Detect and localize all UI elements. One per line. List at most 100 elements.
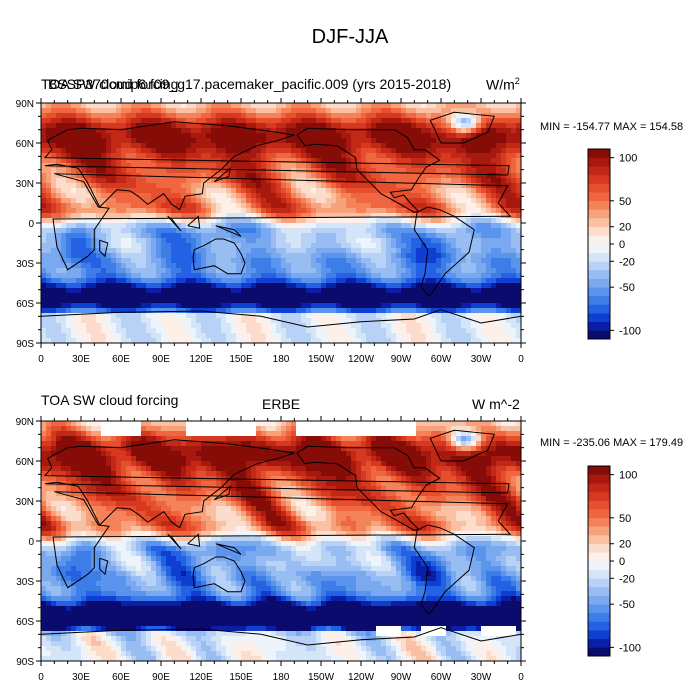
field-cell: [281, 148, 287, 154]
field-cell: [231, 113, 237, 119]
field-cell: [496, 313, 502, 319]
field-cell: [296, 153, 302, 159]
field-cell: [191, 178, 197, 184]
field-cell: [511, 108, 517, 114]
field-cell: [271, 303, 277, 309]
field-cell: [476, 248, 482, 254]
field-cell: [261, 228, 267, 234]
field-cell: [456, 168, 462, 174]
field-cell: [426, 148, 432, 154]
field-cell: [221, 213, 227, 219]
field-cell: [86, 168, 92, 174]
field-cell: [336, 113, 342, 119]
field-cell: [371, 113, 377, 119]
field-cell: [106, 213, 112, 219]
field-cell: [311, 253, 317, 259]
field-cell: [386, 193, 392, 199]
field-cell: [106, 113, 112, 119]
field-cell: [121, 248, 127, 254]
field-cell: [391, 118, 397, 124]
field-cell: [391, 263, 397, 269]
field-cell: [251, 421, 257, 427]
field-cell: [331, 188, 337, 194]
field-cell: [246, 113, 252, 119]
field-cell: [211, 203, 217, 209]
field-cell: [91, 178, 97, 184]
field-cell: [256, 113, 262, 119]
field-cell: [276, 128, 282, 134]
field-cell: [41, 188, 47, 194]
field-cell: [456, 293, 462, 299]
field-cell: [161, 253, 167, 259]
field-cell: [296, 293, 302, 299]
field-cell: [466, 158, 472, 164]
field-cell: [156, 333, 162, 339]
field-cell: [481, 198, 487, 204]
field-cell: [356, 323, 362, 329]
field-cell: [326, 233, 332, 239]
field-cell: [201, 248, 207, 254]
field-cell: [316, 333, 322, 339]
field-cell: [376, 118, 382, 124]
field-cell: [466, 308, 472, 314]
field-cell: [421, 308, 427, 314]
field-cell: [281, 293, 287, 299]
field-cell: [116, 163, 122, 169]
field-cell: [396, 103, 402, 109]
field-cell: [326, 218, 332, 224]
field-cell: [286, 426, 292, 432]
field-cell: [391, 213, 397, 219]
field-cell: [276, 308, 282, 314]
field-cell: [421, 203, 427, 209]
field-cell: [431, 273, 437, 279]
field-cell: [486, 283, 492, 289]
field-cell: [351, 178, 357, 184]
field-cell: [171, 263, 177, 269]
field-cell: [446, 338, 452, 344]
field-cell: [296, 278, 302, 284]
field-cell: [181, 263, 187, 269]
field-cell: [416, 228, 422, 234]
field-cell: [176, 123, 182, 129]
field-cell: [191, 163, 197, 169]
field-cell: [506, 183, 512, 189]
field-cell: [376, 283, 382, 289]
field-cell: [71, 138, 77, 144]
field-cell: [176, 218, 182, 224]
field-cell: [241, 128, 247, 134]
field-cell: [436, 208, 442, 214]
field-cell: [171, 153, 177, 159]
field-cell: [481, 208, 487, 214]
field-cell: [456, 188, 462, 194]
field-cell: [326, 213, 332, 219]
field-cell: [96, 233, 102, 239]
field-cell: [411, 108, 417, 114]
field-cell: [291, 123, 297, 129]
field-cell: [501, 203, 507, 209]
field-cell: [506, 263, 512, 269]
field-cell: [136, 233, 142, 239]
field-cell: [471, 308, 477, 314]
field-cell: [96, 208, 102, 214]
field-cell: [321, 288, 327, 294]
field-cell: [256, 183, 262, 189]
field-cell: [101, 178, 107, 184]
field-cell: [431, 421, 437, 427]
field-cell: [51, 133, 57, 139]
field-cell: [106, 323, 112, 329]
field-cell: [136, 293, 142, 299]
field-cell: [251, 173, 257, 179]
field-cell: [166, 143, 172, 149]
field-cell: [406, 168, 412, 174]
field-cell: [286, 253, 292, 259]
field-cell: [456, 173, 462, 179]
field-cell: [76, 223, 82, 229]
field-cell: [291, 193, 297, 199]
field-cell: [186, 258, 192, 264]
field-cell: [126, 278, 132, 284]
field-cell: [516, 203, 522, 209]
field-cell: [506, 268, 512, 274]
field-cell: [456, 333, 462, 339]
field-cell: [91, 288, 97, 294]
field-cell: [396, 173, 402, 179]
